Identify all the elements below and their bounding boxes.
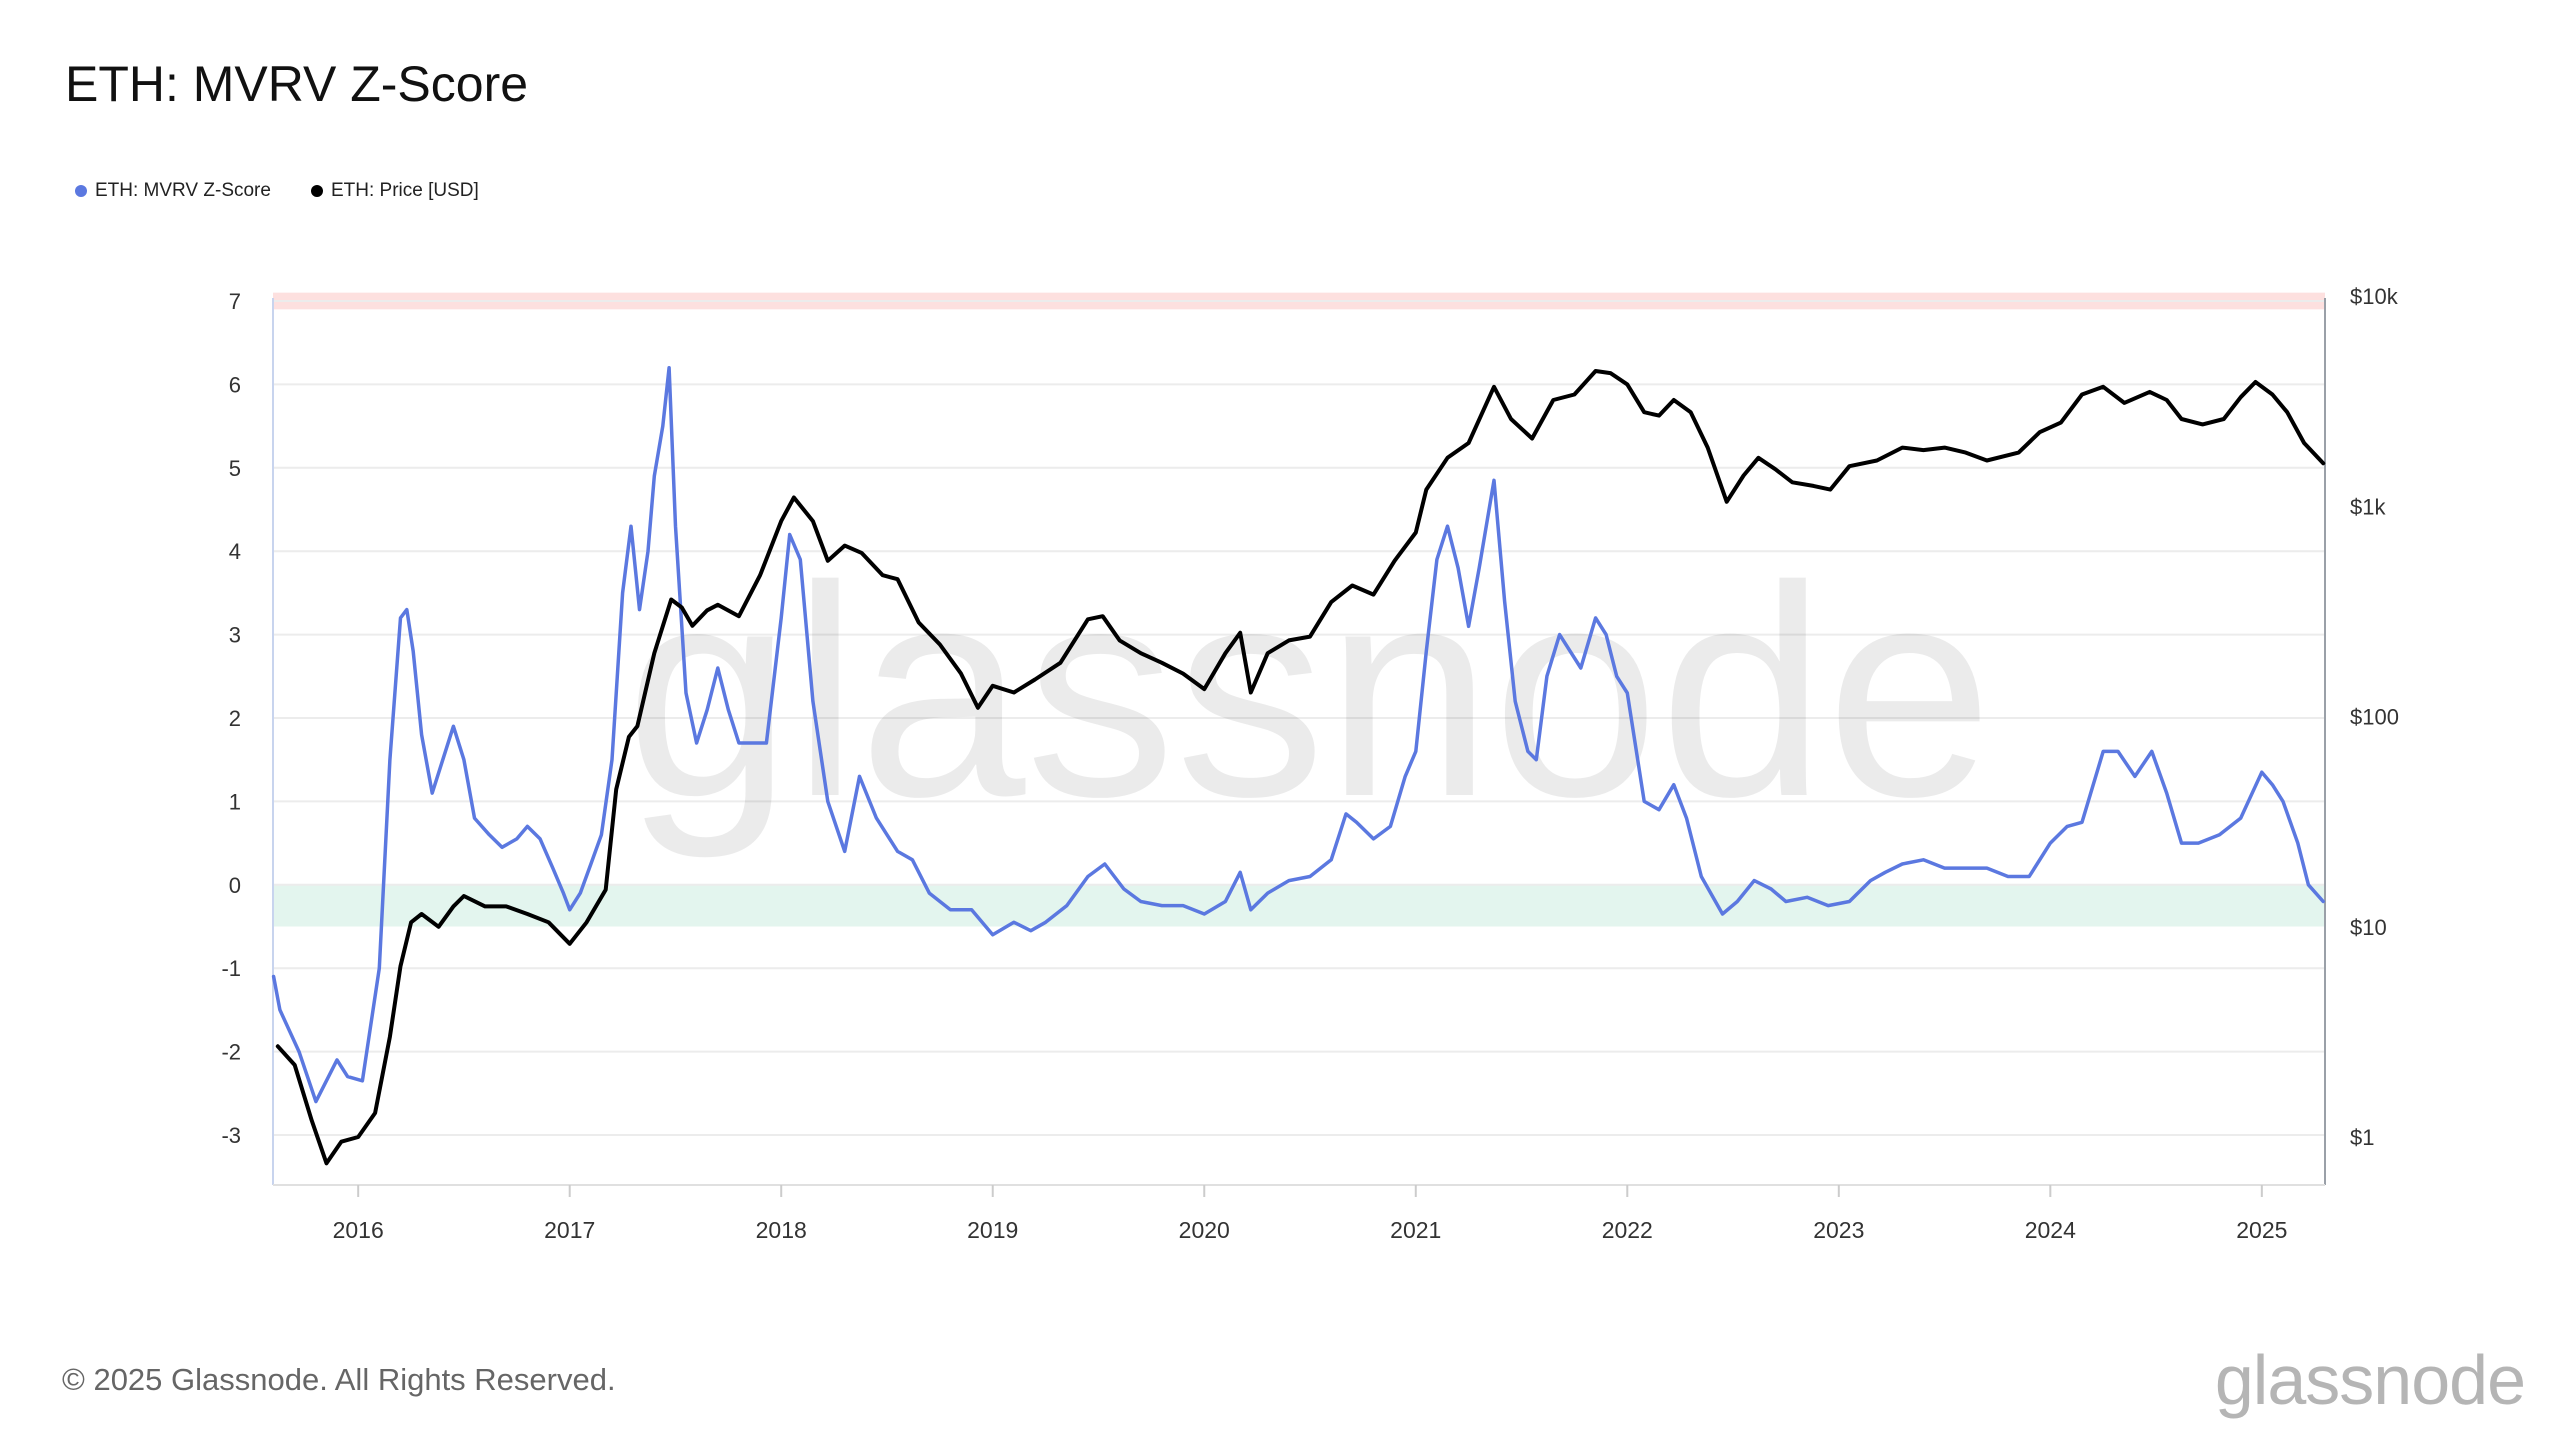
y-right-tick-label: $100 (2350, 705, 2399, 730)
brand-logo: glassnode (2214, 1341, 2526, 1419)
x-tick-label: 2017 (544, 1217, 595, 1243)
x-tick-label: 2020 (1179, 1217, 1230, 1243)
x-tick-label: 2025 (2236, 1217, 2287, 1243)
legend-marker-icon (75, 185, 87, 197)
x-tick-label: 2022 (1602, 1217, 1653, 1243)
legend-item-price[interactable]: ETH: Price [USD] (310, 180, 479, 202)
legend-item-mvrv[interactable]: ETH: MVRV Z-Score (75, 180, 271, 202)
y-left-tick-label: 1 (229, 789, 241, 814)
page-title: ETH: MVRV Z-Score (65, 56, 529, 112)
legend-marker-icon (310, 185, 323, 197)
y-left-tick-label: -1 (221, 956, 241, 981)
y-left-tick-label: -3 (221, 1123, 241, 1148)
y-left-tick-label: 2 (229, 706, 241, 731)
x-tick-label: 2018 (756, 1217, 807, 1243)
x-tick-label: 2021 (1390, 1217, 1441, 1243)
y-left-tick-label: -2 (221, 1040, 241, 1065)
legend-label: ETH: MVRV Z-Score (95, 180, 271, 201)
y-left-tick-label: 6 (229, 372, 241, 397)
y-left-tick-label: 4 (229, 539, 241, 564)
y-left-tick-label: 5 (229, 456, 241, 481)
y-left-tick-label: 3 (229, 623, 241, 648)
series-line-price (275, 369, 2326, 1166)
series-line-mvrv (271, 365, 2325, 1104)
green-zero-band (273, 884, 2325, 927)
x-tick-label: 2024 (2025, 1217, 2076, 1243)
x-tick-label: 2016 (333, 1217, 384, 1243)
y-right-tick-label: $1 (2350, 1125, 2374, 1150)
y-right-tick-label: $1k (2350, 494, 2386, 519)
legend-label: ETH: Price [USD] (330, 180, 479, 201)
y-right-tick-label: $10 (2350, 915, 2387, 940)
x-tick-label: 2023 (1813, 1217, 1864, 1243)
copyright-footer: © 2025 Glassnode. All Rights Reserved. (62, 1362, 616, 1397)
y-left-tick-label: 7 (229, 289, 241, 314)
y-right-tick-label: $10k (2350, 284, 2399, 309)
legend: ETH: MVRV Z-Score ETH: Price [USD] (75, 180, 479, 202)
y-left-tick-label: 0 (229, 873, 241, 898)
x-tick-label: 2019 (967, 1217, 1018, 1243)
